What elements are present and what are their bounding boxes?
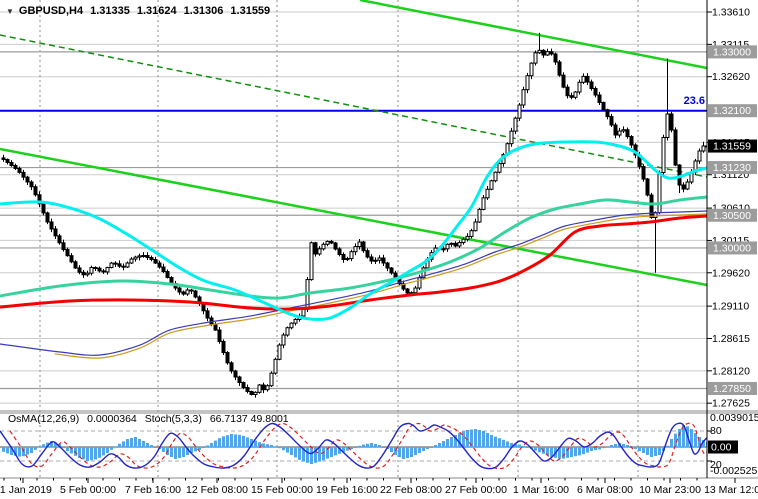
svg-text:1.27625: 1.27625: [712, 398, 750, 410]
ohlc-low: 1.31306: [183, 5, 224, 17]
osma-value: 0.0000364: [87, 413, 137, 425]
stoch-values: 66.7137 49.8001: [209, 413, 289, 425]
osma-zero-box: [708, 440, 738, 454]
svg-text:1.30500: 1.30500: [713, 210, 751, 222]
fib-236-label: 23.6: [683, 95, 705, 107]
level-price-box: [708, 381, 757, 395]
svg-text:1.32100: 1.32100: [713, 105, 751, 117]
ma-slow-navy: [0, 210, 707, 356]
svg-text:0.00: 0.00: [711, 442, 732, 454]
svg-text:10 Mar 23:00: 10 Mar 23:00: [639, 484, 701, 496]
ohlc-close: 1.31559: [230, 5, 271, 17]
price-axis[interactable]: 1.336101.331151.326201.316151.311201.306…: [707, 7, 757, 410]
level-price-box: [708, 104, 757, 118]
svg-text:27 Feb 00:00: 27 Feb 00:00: [445, 484, 507, 496]
svg-text:1.33610: 1.33610: [712, 7, 750, 19]
svg-text:31 Jan 2019: 31 Jan 2019: [0, 484, 52, 496]
svg-text:1.29110: 1.29110: [712, 301, 749, 313]
svg-text:1.30000: 1.30000: [713, 242, 751, 254]
ma-slow-orange: [54, 213, 707, 359]
ohlc-open: 1.31335: [90, 5, 130, 17]
plot-area[interactable]: [0, 0, 709, 478]
ma-red: [0, 214, 707, 311]
indicator-header: OsMA(12,26,9) 0.0000364 Stoch(5,3,3) 66.…: [8, 413, 294, 425]
svg-text:-0.0025251: -0.0025251: [710, 465, 758, 477]
svg-text:20: 20: [710, 459, 722, 471]
svg-text:6 Mar 08:00: 6 Mar 08:00: [577, 484, 633, 496]
trendlines: [0, 0, 707, 287]
svg-text:22 Feb 08:00: 22 Feb 08:00: [380, 484, 442, 496]
chart-menu-arrow-icon[interactable]: ▼: [6, 6, 14, 16]
level-price-box: [708, 161, 757, 175]
level-price-box: [708, 208, 757, 222]
level-price-box: [708, 45, 757, 59]
stoch-label: Stoch(5,3,3): [144, 413, 202, 425]
level-price-box: [708, 241, 757, 255]
symbol-header: ▼ GBPUSD,H4 1.31335 1.31624 1.31306 1.31…: [6, 5, 277, 17]
grid: [0, 0, 707, 478]
stoch-main-line: [0, 422, 707, 470]
current-price-box: [708, 139, 757, 153]
svg-text:1.28615: 1.28615: [712, 333, 750, 345]
svg-text:1 Mar 16:00: 1 Mar 16:00: [513, 484, 569, 496]
ma-teal: [0, 195, 707, 300]
symbol-timeframe: GBPUSD,H4: [18, 5, 84, 17]
time-axis[interactable]: 31 Jan 2019 5 Feb 00:00 7 Feb 16:00 12 Feb …: [0, 478, 758, 496]
osma-label: OsMA(12,26,9): [8, 413, 80, 425]
ma-cyan: [0, 140, 707, 321]
svg-text:5 Feb 00:00: 5 Feb 00:00: [60, 484, 116, 496]
svg-text:80: 80: [710, 425, 722, 437]
svg-text:1.31230: 1.31230: [713, 162, 751, 174]
svg-text:1.33000: 1.33000: [713, 46, 751, 58]
svg-text:13 Mar 12:00: 13 Mar 12:00: [704, 484, 758, 496]
svg-text:1.31559: 1.31559: [713, 141, 751, 153]
stoch-signal-line: [9, 422, 707, 470]
svg-text:15 Feb 00:00: 15 Feb 00:00: [251, 484, 313, 496]
indicator-pane: [0, 422, 707, 470]
svg-text:1.29620: 1.29620: [712, 267, 750, 279]
axes[interactable]: [0, 0, 758, 479]
svg-text:1.32620: 1.32620: [712, 71, 750, 83]
ohlc-high: 1.31624: [136, 5, 177, 17]
moving-averages: [0, 140, 707, 359]
svg-text:7 Feb 16:00: 7 Feb 16:00: [125, 484, 181, 496]
svg-text:0.0039015: 0.0039015: [710, 412, 758, 424]
svg-text:12 Feb 08:00: 12 Feb 08:00: [186, 484, 248, 496]
svg-text:19 Feb 16:00: 19 Feb 16:00: [316, 484, 378, 496]
svg-text:1.28120: 1.28120: [712, 365, 750, 377]
svg-text:1.27850: 1.27850: [713, 383, 751, 395]
